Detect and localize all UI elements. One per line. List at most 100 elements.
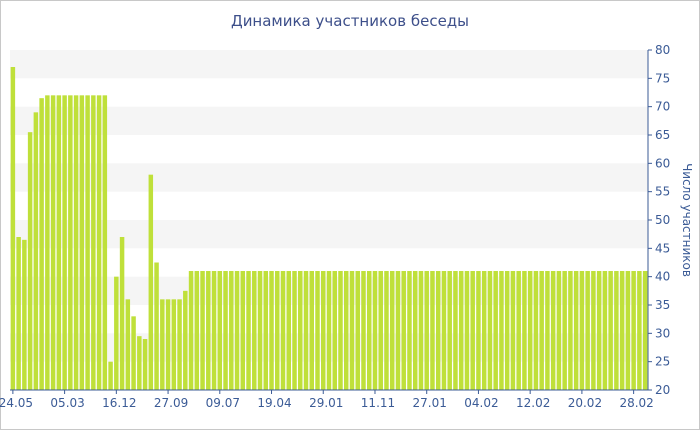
bar	[568, 271, 573, 390]
bar	[631, 271, 636, 390]
bar	[361, 271, 366, 390]
bar	[102, 95, 108, 390]
chart-title: Динамика участников беседы	[230, 12, 470, 30]
bar	[194, 271, 200, 390]
x-tick-label: 11.11	[361, 396, 395, 410]
bar	[384, 271, 389, 390]
bar	[591, 271, 596, 390]
bar	[401, 271, 406, 390]
bar	[315, 271, 320, 390]
bar	[269, 271, 274, 390]
bar	[338, 271, 343, 390]
y-axis-label: Число участников	[680, 163, 694, 277]
bar	[372, 271, 378, 390]
bar	[407, 271, 412, 390]
bar	[257, 271, 263, 390]
bar	[246, 271, 251, 390]
bar	[79, 95, 85, 390]
bar	[137, 336, 142, 390]
bar	[516, 271, 521, 390]
bar	[481, 271, 487, 390]
bar	[39, 98, 44, 391]
grid-band	[10, 220, 648, 249]
bar	[114, 276, 119, 390]
bar	[585, 271, 590, 390]
bar	[22, 239, 27, 390]
bar	[418, 271, 424, 390]
bar	[142, 339, 148, 390]
bar	[280, 271, 286, 390]
bar	[493, 271, 498, 390]
bar	[550, 271, 556, 390]
x-tick-label: 24.05	[0, 396, 33, 410]
bar	[441, 271, 447, 390]
bar	[292, 271, 297, 390]
bar	[160, 299, 165, 390]
x-tick-label: 27.09	[154, 396, 188, 410]
bar	[91, 95, 96, 390]
y-tick-label: 75	[655, 71, 670, 85]
bar	[378, 271, 383, 390]
grid-band	[10, 106, 648, 135]
bar	[424, 271, 429, 390]
bar	[453, 271, 458, 390]
y-tick-label: 60	[655, 156, 670, 170]
bar	[458, 271, 464, 390]
y-tick-label: 65	[655, 128, 670, 142]
bar	[68, 95, 73, 390]
bar	[504, 271, 510, 390]
bar	[62, 95, 67, 390]
bars	[10, 67, 648, 391]
bar	[545, 271, 550, 390]
grid-band	[10, 50, 648, 79]
bar	[263, 271, 269, 390]
x-tick-label: 12.02	[516, 396, 550, 410]
bar	[539, 271, 544, 390]
bar	[389, 271, 395, 390]
bar	[154, 262, 159, 390]
bar	[200, 271, 205, 390]
bar	[33, 112, 39, 390]
bar	[125, 299, 131, 390]
bar	[510, 271, 516, 390]
x-tick-label: 04.02	[464, 396, 498, 410]
bar	[556, 271, 562, 390]
bar	[642, 271, 648, 390]
bar	[573, 271, 579, 390]
bar	[223, 271, 228, 390]
bar	[562, 271, 567, 390]
bar	[596, 271, 602, 390]
bar	[619, 271, 625, 390]
x-tick-label: 16.12	[102, 396, 136, 410]
bar	[321, 271, 326, 390]
bar	[579, 271, 585, 390]
bar	[56, 95, 62, 390]
bar	[165, 299, 171, 390]
bar	[527, 271, 533, 390]
bar	[16, 237, 21, 390]
bar	[177, 299, 182, 390]
bar	[602, 271, 608, 390]
x-tick-label: 09.07	[206, 396, 240, 410]
bar	[217, 271, 223, 390]
y-tick-label: 20	[655, 383, 670, 397]
bar	[50, 95, 56, 390]
bar	[45, 95, 50, 390]
y-tick-label: 35	[655, 298, 670, 312]
bar	[96, 95, 102, 390]
y-tick-label: 25	[655, 355, 670, 369]
bar	[349, 271, 355, 390]
bar	[73, 95, 79, 390]
bar	[211, 271, 217, 390]
bar	[326, 271, 332, 390]
x-tick-label: 29.01	[309, 396, 343, 410]
grid-band	[10, 163, 648, 192]
y-tick-label: 50	[655, 213, 670, 227]
y-ticks: 20 25 30 35 40 45 50 55 60 65 70 75 80	[648, 43, 670, 397]
y-tick-label: 70	[655, 100, 670, 114]
bar	[206, 271, 211, 390]
bar	[171, 299, 177, 390]
bar	[435, 271, 441, 390]
bar	[412, 271, 418, 390]
